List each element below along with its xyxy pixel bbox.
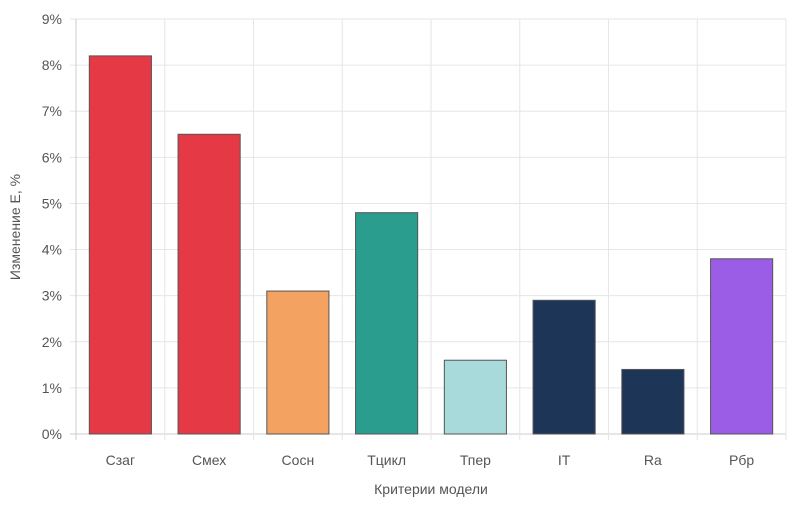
x-tick-label: Сзаг	[106, 452, 135, 468]
bar-3	[266, 290, 330, 435]
y-tick-label: 3%	[42, 288, 62, 304]
bar-4	[355, 212, 419, 435]
x-tick-label: Ra	[644, 452, 662, 468]
x-axis-title: Критерии модели	[374, 481, 488, 497]
y-tick-label: 4%	[42, 242, 62, 258]
bar-7	[621, 368, 685, 435]
bar-1	[88, 55, 152, 435]
y-tick-label: 5%	[42, 195, 62, 211]
x-tick-label: Смех	[192, 452, 226, 468]
bar-2	[177, 133, 241, 435]
bar-5	[443, 359, 507, 435]
bar-6	[532, 299, 596, 435]
y-axis-ticks: 0% 1% 2% 3% 4% 5% 6% 7% 8% 9%	[42, 11, 62, 442]
bar-8	[710, 258, 774, 435]
y-tick-label: 8%	[42, 57, 62, 73]
x-axis-ticks: Сзаг Смех Сосн Тцикл Тпер IT Ra Рбр	[106, 452, 755, 468]
y-tick-label: 2%	[42, 334, 62, 350]
x-tick-label: Тпер	[460, 452, 491, 468]
bars	[88, 55, 774, 435]
x-tick-label: Тцикл	[367, 452, 406, 468]
y-tick-label: 7%	[42, 103, 62, 119]
y-tick-label: 6%	[42, 149, 62, 165]
y-tick-label: 0%	[42, 426, 62, 442]
x-tick-label: IT	[558, 452, 571, 468]
x-tick-label: Рбр	[729, 452, 754, 468]
x-tick-label: Сосн	[282, 452, 315, 468]
y-tick-label: 9%	[42, 11, 62, 27]
y-axis-title: Изменение E, %	[7, 174, 23, 280]
y-tick-label: 1%	[42, 380, 62, 396]
